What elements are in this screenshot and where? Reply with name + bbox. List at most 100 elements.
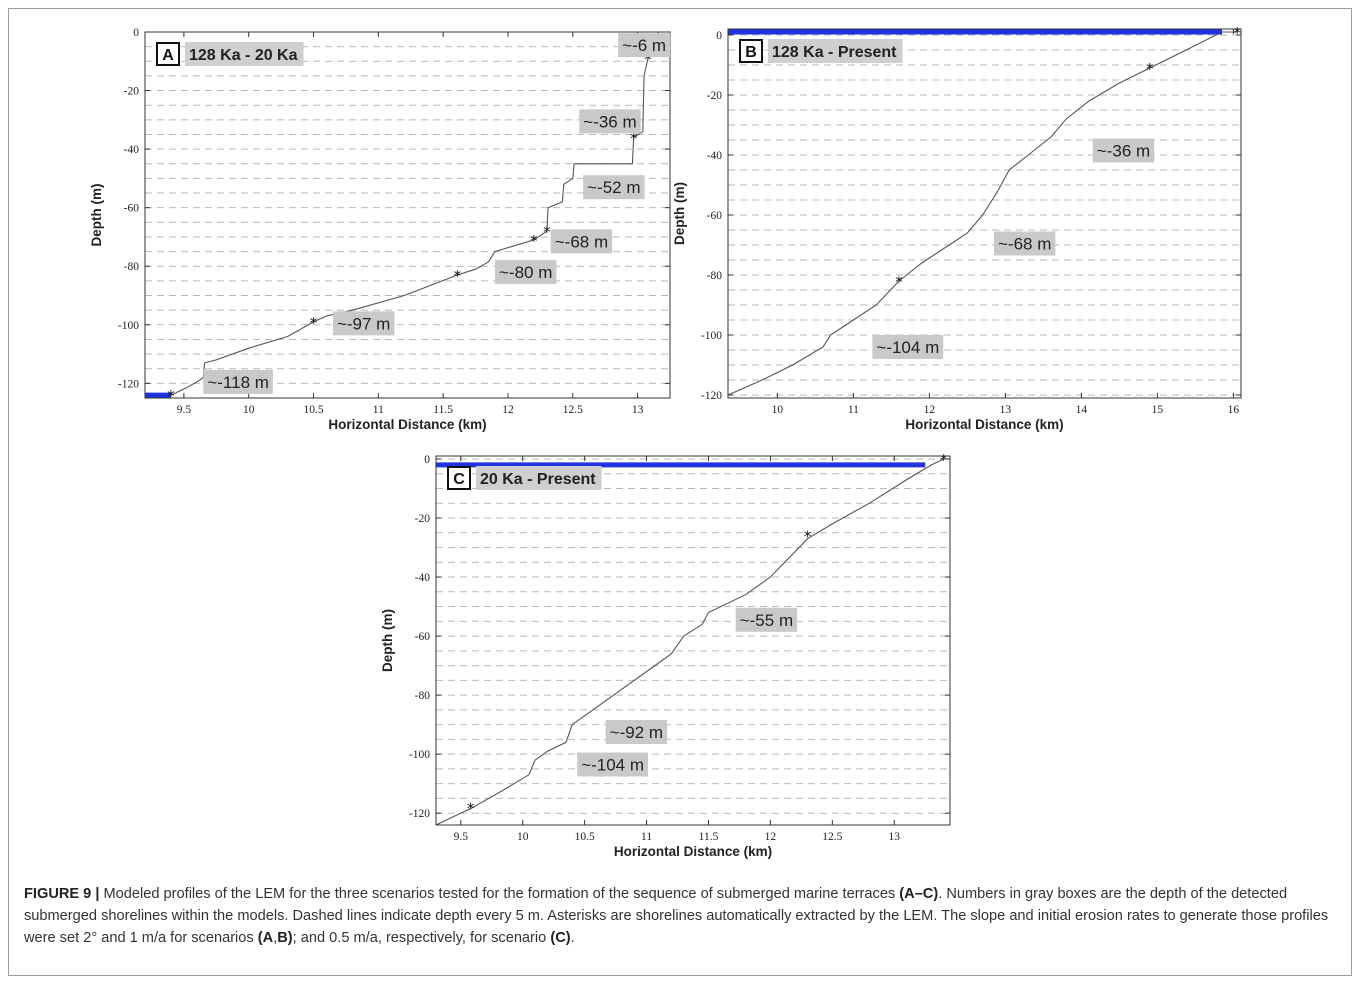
panel-a-depth-label: ~-68 m: [555, 232, 608, 251]
caption-bold-2: (A: [257, 930, 274, 946]
panel-c-depth-label-bg: [577, 752, 649, 777]
panel-a-x-tick-label: 11: [373, 404, 384, 416]
caption-bold-1: (A–C): [899, 886, 939, 902]
panel-b-y-tick-label: -20: [707, 90, 723, 102]
panel-b-depth-label: ~-36 m: [1097, 142, 1150, 161]
panel-a-x-tick-label: 13: [632, 404, 644, 416]
panel-c-y-tick-label: -60: [415, 631, 431, 643]
panel-b-depth-label-bg: [872, 335, 944, 359]
panel-c-x-tick-label: 13: [889, 831, 901, 843]
caption-text-1: Modeled profiles of the LEM for the thre…: [99, 886, 900, 902]
panel-c-depth-label: ~-55 m: [740, 611, 793, 630]
panel-c-x-tick-label: 11: [641, 831, 652, 843]
panel-b-x-tick-label: 10: [772, 404, 784, 416]
panel-c-x-tick-label: 9.5: [454, 831, 469, 843]
panel-b-x-tick-label: 16: [1228, 404, 1240, 416]
panel-a-y-tick-label: -60: [124, 203, 140, 215]
panel-b-y-axis-title: Depth (m): [672, 182, 687, 245]
panel-a-depth-label-bg: [550, 229, 613, 254]
panel-a-shoreline-asterisk: *: [310, 314, 318, 332]
panel-a-shoreline-asterisk: *: [530, 232, 538, 250]
panel-a-depth-label-bg: [583, 175, 645, 200]
panel-c-depth-label-bg: [605, 720, 668, 745]
panel-c-axes-frame: [435, 455, 951, 826]
panel-c-panel-title-bg: [476, 466, 602, 490]
caption-bold-3: B): [277, 930, 293, 946]
panel-b-panel-title-bg: [768, 39, 903, 63]
caption-text-4: ; and 0.5 m/a, respectively, for scenari…: [292, 930, 551, 946]
panel-b-shoreline-asterisk: *: [1146, 60, 1154, 78]
panel-b-chart: * * * 10 11 12 13 14 15 16 0 -20 -40 -60 -80 -100 -120 Ho…: [672, 24, 1242, 432]
panel-c-y-tick-label: 0: [424, 454, 430, 466]
panel-a-chart: **** ***9.5 10 10.5 11 11.5 12 12.5 130-20-40-60…: [89, 27, 671, 432]
panel-c-y-tick-label: -120: [409, 808, 430, 820]
panel-a-plot-area: [145, 32, 670, 398]
panel-c-x-tick-label: 10.5: [575, 831, 595, 843]
panel-a-shoreline-asterisk: *: [543, 223, 551, 241]
panel-c-shoreline-asterisk: *: [940, 451, 948, 469]
panel-b-depth-label: ~-68 m: [998, 235, 1051, 254]
panel-c-depth-label: ~-92 m: [610, 723, 663, 742]
panel-a-x-tick-label: 10: [243, 404, 255, 416]
panel-b-depth-label-bg: [994, 231, 1056, 256]
panel-c-y-tick-label: -80: [415, 690, 431, 702]
panel-c-panel-letter: C: [453, 471, 465, 488]
panel-c-plot-area: [436, 456, 950, 825]
panel-a-depth-label: ~-36 m: [583, 112, 636, 131]
panel-b-x-tick-label: 11: [848, 404, 859, 416]
panel-c-y-axis-title: Depth (m): [380, 609, 395, 672]
panel-b-x-tick-label: 13: [1000, 404, 1012, 416]
panel-a-shoreline-asterisk: *: [630, 129, 638, 147]
panel-b-axes-frame: [727, 28, 1242, 399]
panel-c-depth-label-bg: [735, 607, 798, 632]
panel-a-axes-frame: [144, 31, 671, 399]
panel-a-y-tick-label: -20: [124, 86, 140, 98]
panel-c-panel-badge: [447, 466, 471, 490]
panel-a-depth-label: ~-118 m: [207, 373, 269, 392]
panel-a-y-tick-label: -40: [124, 144, 140, 156]
panel-a-x-tick-label: 12.5: [563, 404, 583, 416]
panel-c-x-tick-label: 12: [765, 831, 777, 843]
figure-frame: [8, 8, 1352, 976]
panel-a-y-axis-title: Depth (m): [89, 184, 104, 247]
panel-b-x-tick-label: 15: [1152, 404, 1164, 416]
panel-c-x-tick-label: 11.5: [699, 831, 719, 843]
panel-c-y-tick-label: -40: [415, 572, 431, 584]
panel-a-y-tick-label: 0: [133, 27, 139, 39]
panel-b-panel-title: 128 Ka - Present: [772, 44, 897, 61]
panel-c-x-tick-label: 10: [517, 831, 529, 843]
panel-c-x-axis-title: Horizontal Distance (km): [614, 844, 772, 859]
panel-c-depth-label: ~-104 m: [581, 755, 644, 774]
panel-c-shoreline-asterisk: *: [804, 528, 812, 546]
panel-a-x-tick-label: 10.5: [303, 404, 323, 416]
panel-c-y-tick-label: -20: [415, 513, 431, 525]
panel-a-panel-title-bg: [185, 42, 304, 66]
panel-b-x-tick-label: 14: [1076, 404, 1088, 416]
panel-a-depth-label: ~-80 m: [499, 263, 552, 282]
panel-b-shoreline-asterisk: *: [1233, 24, 1241, 42]
panel-b-shoreline-asterisk: *: [895, 273, 903, 291]
panel-a-depth-label: ~-52 m: [587, 178, 640, 197]
panel-a-depth-label-bg: [579, 109, 641, 134]
panel-b-y-tick-label: -80: [707, 270, 723, 282]
panel-a-depth-label-bg: [495, 260, 557, 285]
caption-text-5: .: [570, 930, 575, 946]
panel-b-plot-area: [728, 29, 1241, 398]
panel-a-y-tick-label: -80: [124, 261, 140, 273]
panel-b-panel-badge: [739, 39, 763, 63]
panel-a-depth-label: ~-6 m: [622, 36, 666, 55]
panel-b-y-tick-label: -120: [701, 390, 722, 402]
panel-c-profile-line: [435, 458, 945, 826]
panel-a-x-axis-title: Horizontal Distance (km): [328, 417, 486, 432]
panel-b-x-axis-title: Horizontal Distance (km): [905, 417, 1063, 432]
panel-a-depth-label: ~-97 m: [337, 314, 390, 333]
panel-b-y-tick-label: -60: [707, 210, 723, 222]
caption-bold-4: (C): [550, 930, 571, 946]
panel-a-profile-line: [144, 31, 659, 399]
panel-a-shoreline-asterisk: *: [454, 267, 462, 285]
panel-a-y-tick-label: -100: [118, 320, 139, 332]
panel-a-depth-label-bg: [332, 311, 395, 336]
panel-a-depth-label-bg: [618, 33, 671, 58]
panel-a-x-tick-label: 9.5: [177, 404, 192, 416]
panel-c-chart: * * * 9.5 10 10.5 11 11.5 12 12.5 13 0 -20 -40 -60 -80 -…: [380, 451, 951, 859]
